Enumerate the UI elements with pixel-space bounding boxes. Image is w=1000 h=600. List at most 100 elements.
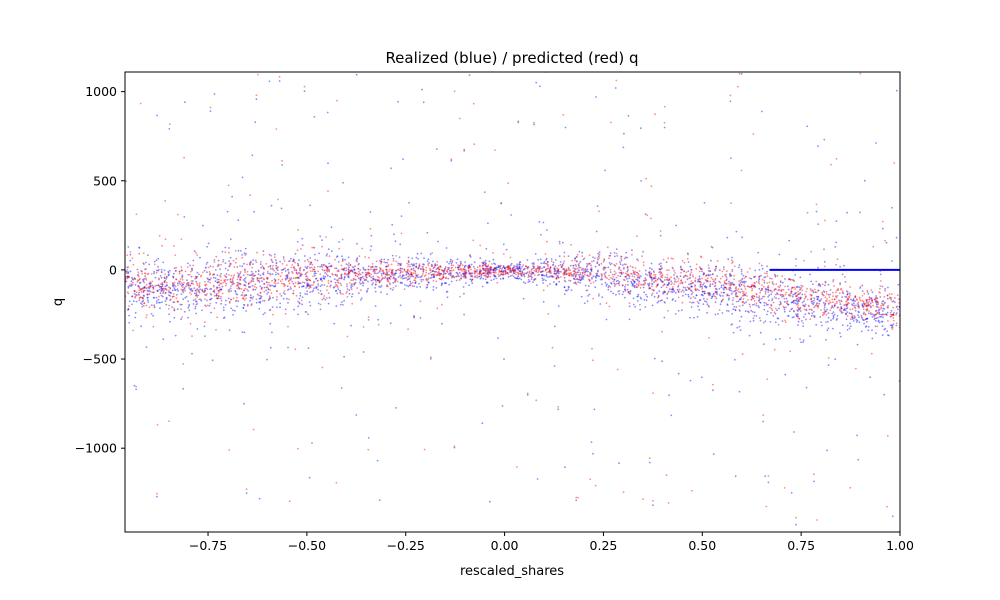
data-point	[486, 272, 489, 275]
data-point	[848, 292, 851, 295]
data-point	[144, 268, 146, 271]
data-point	[212, 276, 215, 279]
data-point	[233, 274, 236, 277]
data-point	[849, 322, 851, 325]
data-point	[741, 290, 744, 293]
data-point	[516, 271, 519, 274]
data-point	[653, 274, 655, 276]
data-point	[272, 285, 275, 288]
data-point	[821, 324, 823, 327]
data-point	[151, 284, 154, 287]
data-point	[672, 267, 674, 270]
data-point	[766, 272, 768, 275]
data-point	[198, 282, 201, 284]
data-point	[642, 280, 645, 282]
data-point	[626, 288, 629, 291]
data-point	[407, 263, 410, 266]
data-point	[890, 326, 893, 329]
data-point	[236, 287, 239, 290]
data-point	[370, 266, 373, 269]
data-point	[527, 276, 530, 278]
data-point	[681, 268, 683, 271]
data-point	[377, 323, 380, 326]
data-point	[443, 282, 446, 285]
data-point	[431, 264, 434, 267]
data-point	[422, 268, 424, 271]
data-point	[348, 271, 351, 273]
data-point	[810, 297, 813, 300]
data-point	[882, 316, 884, 319]
data-point	[356, 257, 359, 259]
data-point	[663, 291, 666, 294]
data-point	[754, 285, 756, 288]
data-point	[771, 299, 773, 302]
data-point	[877, 301, 879, 304]
data-point	[709, 285, 711, 287]
data-point	[395, 272, 397, 275]
data-point	[492, 252, 494, 254]
data-point	[637, 276, 640, 279]
data-point	[833, 305, 836, 307]
data-point	[432, 269, 434, 272]
data-point	[672, 288, 674, 291]
data-point	[579, 279, 581, 282]
data-point	[198, 298, 201, 301]
data-point	[704, 285, 706, 288]
data-point	[522, 297, 525, 300]
data-point	[145, 283, 148, 286]
data-point	[592, 281, 595, 284]
data-point	[260, 261, 262, 263]
data-point	[891, 328, 894, 330]
data-point	[731, 256, 733, 259]
data-point	[624, 256, 627, 259]
data-point	[592, 297, 594, 300]
data-point	[175, 266, 178, 269]
data-point	[168, 294, 170, 296]
data-point	[142, 299, 145, 302]
data-point	[857, 301, 860, 304]
data-point	[143, 287, 146, 289]
data-point	[648, 271, 651, 274]
data-point	[689, 289, 692, 292]
data-point	[502, 266, 505, 269]
data-point	[557, 276, 560, 279]
data-point	[778, 307, 780, 310]
data-point	[489, 266, 492, 269]
data-point	[164, 287, 167, 290]
data-point	[449, 260, 452, 263]
data-point	[643, 279, 646, 282]
data-point	[773, 348, 776, 351]
data-point	[265, 263, 268, 265]
data-point	[407, 268, 409, 271]
data-point	[370, 273, 373, 276]
data-point	[357, 263, 360, 266]
data-point	[624, 288, 626, 291]
data-point	[514, 265, 516, 268]
data-point	[707, 264, 710, 267]
data-point	[128, 284, 131, 287]
data-point	[484, 265, 487, 268]
data-point	[851, 303, 853, 305]
data-point	[301, 237, 304, 240]
data-point	[713, 285, 716, 288]
data-point	[324, 272, 327, 274]
data-point	[387, 280, 389, 283]
data-point	[156, 492, 158, 495]
data-point	[128, 276, 131, 279]
data-point	[168, 313, 171, 316]
data-point	[773, 288, 776, 291]
data-point	[144, 275, 147, 278]
data-point	[657, 277, 660, 279]
data-point	[275, 282, 277, 285]
data-point	[409, 284, 412, 287]
data-point	[752, 319, 755, 322]
data-point	[479, 265, 481, 268]
data-point	[773, 273, 776, 276]
data-point	[234, 250, 237, 252]
data-point	[234, 309, 236, 312]
data-point	[425, 278, 427, 281]
data-point	[741, 280, 743, 283]
data-point	[150, 282, 152, 284]
data-point	[282, 297, 285, 300]
data-point	[703, 282, 705, 284]
